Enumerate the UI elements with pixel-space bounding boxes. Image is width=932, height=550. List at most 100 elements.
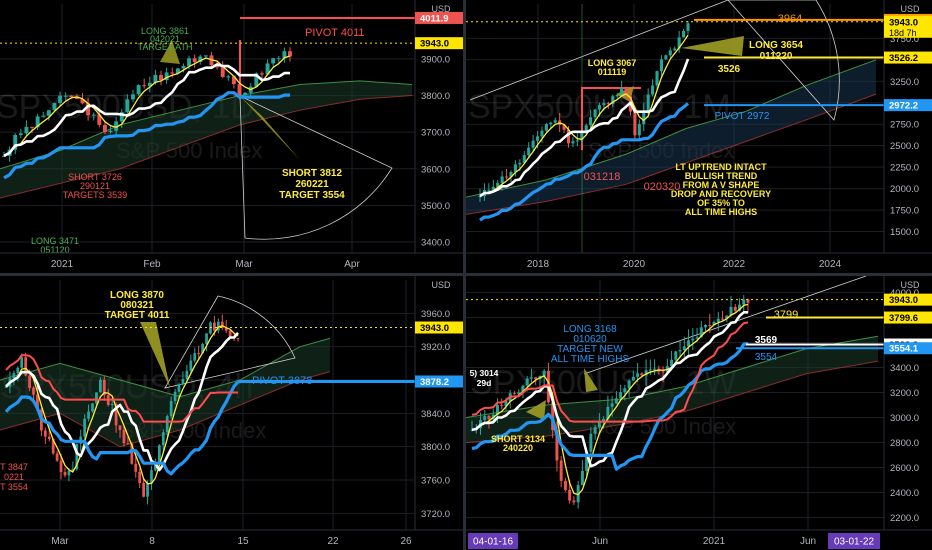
time-axis-tick: 2021 (51, 259, 74, 270)
candle-body (691, 338, 695, 341)
price-axis-tick: 3500.0 (421, 201, 450, 212)
candle-body (110, 404, 114, 406)
price-axis-tick: 3800.0 (421, 91, 450, 102)
indicator-yellow-line (5, 325, 239, 485)
annotation-text: ALL TIME HIGHS (551, 354, 630, 365)
candle-body (568, 490, 572, 501)
candle-body (566, 129, 571, 144)
candle-body (175, 68, 180, 74)
candle-body (655, 71, 659, 86)
pivot-label: PIVOT 4011 (305, 27, 365, 39)
candle-body (30, 126, 35, 128)
candle-body (687, 340, 691, 347)
candle-body (201, 344, 204, 354)
time-axis-tick: Feb (143, 259, 161, 270)
candle-body (708, 324, 712, 326)
candle-body (513, 164, 517, 172)
candle-body (686, 23, 690, 31)
annotation-text: TARGET ATH (137, 42, 192, 52)
annotation-text: 29d (477, 378, 492, 388)
candle-body (136, 85, 141, 95)
annotation-text: 020320 (644, 181, 681, 193)
time-axis-tick: Mar (51, 536, 69, 547)
candle-body (562, 124, 566, 130)
candle-body (636, 373, 640, 377)
price-label-box (884, 293, 932, 306)
horizontal-divider[interactable] (0, 273, 932, 276)
annotation-text: SHORT 3134 (491, 434, 545, 444)
candle-body (575, 140, 579, 142)
annotation-text: LONG 3067 (588, 58, 637, 68)
date-badge-start (468, 533, 518, 549)
annotation: 3526 (718, 64, 741, 75)
candle-body (58, 95, 63, 104)
candle-body (181, 66, 186, 69)
candle-body (220, 67, 225, 77)
candle-body (193, 353, 197, 361)
annotation-text: OF 35% TO (697, 198, 745, 208)
candle-body (521, 385, 525, 393)
price-axis-tick: 2250.0 (890, 163, 919, 174)
candle-body (173, 391, 177, 401)
candle-body (542, 370, 546, 376)
candle-body (593, 427, 597, 434)
annotation: 031218 (584, 171, 621, 183)
candle-body (673, 48, 677, 51)
indicator-white-line (479, 58, 690, 198)
date-badge-end-text: 03-01-22 (834, 537, 874, 548)
candle-body (102, 379, 106, 396)
fan-outline (164, 295, 296, 389)
cloud-edge-b (0, 95, 413, 199)
candle-body (589, 433, 593, 452)
annotation-text: 080321 (120, 300, 154, 311)
pivot-label: PIVOT 3878 (252, 375, 312, 387)
chart-panel-daily[interactable]: SPX500USD, 1D S&P 500 Index LONG 3861 04202… (0, 0, 463, 273)
chart-monthly-svg[interactable]: SPX500USD, 1MS&P 500 Index3964LONG 36540… (466, 0, 932, 273)
candle-body (157, 445, 161, 463)
candle-body (28, 375, 31, 388)
annotation-text: TARGET 3554 (279, 190, 345, 201)
annotation: 020320 (644, 181, 681, 193)
candle-body (549, 122, 553, 125)
candle-body (18, 133, 23, 136)
annotation-text: 010620 (573, 334, 607, 345)
candle-body (24, 357, 28, 376)
chart-panel-monthly[interactable]: SPX500USD, 1MS&P 500 Index3964LONG 36540… (466, 0, 932, 273)
annotation: PIVOT 2972 (715, 111, 770, 122)
price-axis-tick: 2600.0 (890, 463, 919, 474)
candle-body (134, 463, 138, 472)
indicator-white-line (3, 63, 290, 158)
annotation-text: TARGET NEW (557, 344, 623, 355)
candle-body (203, 55, 208, 57)
time-axis-tick: Jun (592, 536, 608, 547)
candle-body (71, 469, 75, 471)
time-axis-tick: 2022 (723, 259, 746, 270)
candle-body (142, 85, 147, 87)
chart-panel-weekly[interactable]: SPX500USD, 1W S&P 500 Index LONG 3168 01062… (466, 276, 932, 550)
time-axis-tick: 2024 (819, 259, 842, 270)
candle-body (572, 500, 576, 503)
candle-body (670, 359, 674, 367)
candle-body (87, 411, 90, 419)
candle-body (75, 443, 79, 470)
indicator-yellow-line (3, 55, 291, 157)
price-axis-tick: 3900.0 (421, 54, 450, 65)
candle-body (119, 112, 124, 122)
candle-body (69, 95, 74, 97)
candle-body (131, 94, 135, 100)
candle-body (651, 85, 655, 95)
candle-body (231, 76, 236, 84)
annotation-text: ALL TIME HIGHS (685, 207, 757, 217)
candle-body (216, 321, 220, 331)
candle-body (97, 114, 102, 125)
price-axis-tick: 2000.0 (890, 184, 919, 195)
candle-body (640, 373, 644, 376)
price-label-box (415, 375, 463, 388)
